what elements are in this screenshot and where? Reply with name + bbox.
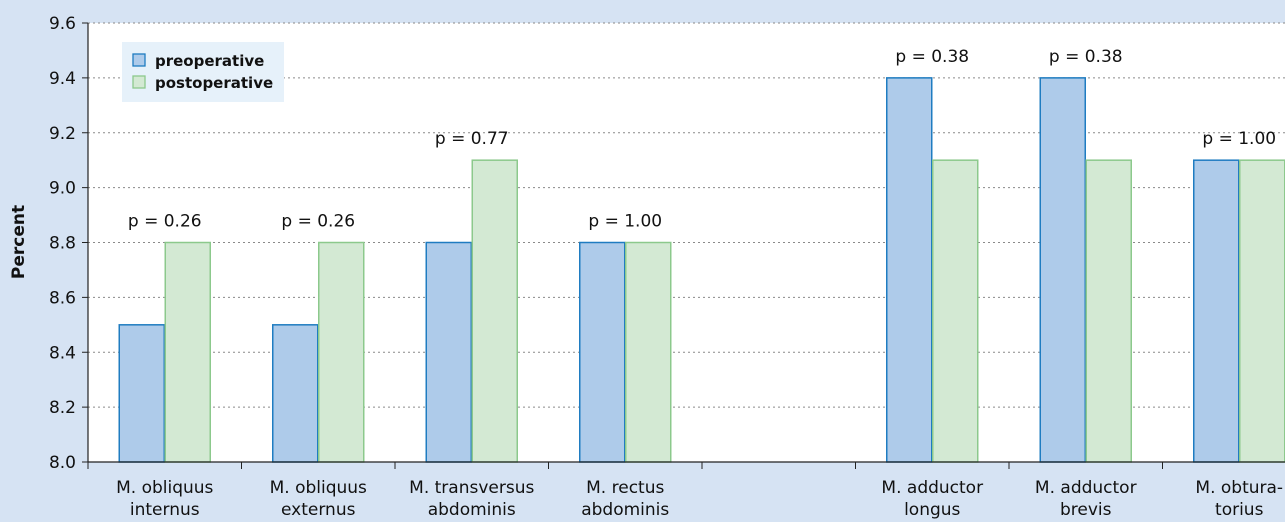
bar-postoperative: [164, 241, 211, 463]
legend: preoperative postoperative: [122, 42, 284, 102]
y-tick-label: 8.2: [49, 398, 76, 418]
x-tick-label: M. obtura-: [1195, 478, 1283, 498]
y-tick-label: 9.4: [49, 69, 76, 89]
y-tick-label: 8.0: [49, 453, 76, 473]
p-value-annotation: p = 0.38: [1049, 47, 1123, 67]
y-tick-label: 9.2: [49, 124, 76, 144]
axes-group: 8.08.28.48.68.89.09.29.49.6M. obliquusin…: [49, 14, 1285, 520]
bar-postoperative: [1085, 159, 1132, 463]
bar-preoperative: [1039, 77, 1086, 463]
bar-preoperative: [886, 77, 933, 463]
x-tick-label: M. adductor: [881, 478, 983, 498]
p-value-annotation: p = 0.38: [895, 47, 969, 67]
x-tick-label: torius: [1215, 500, 1264, 520]
legend-label: preoperative: [155, 52, 264, 70]
x-tick-label: M. obliquus: [116, 478, 213, 498]
y-tick-label: 9.0: [49, 179, 76, 199]
p-value-annotation: p = 0.26: [281, 212, 355, 232]
bar-postoperative: [1239, 159, 1285, 463]
bar-postoperative: [625, 241, 672, 463]
legend-box: [122, 42, 284, 102]
p-value-annotation: p = 1.00: [588, 212, 662, 232]
x-tick-label: internus: [130, 500, 200, 520]
annotations-group: p = 0.26 p = 0.26 p = 0.77 p = 1.00 p = 0.38…: [128, 47, 1276, 232]
legend-label: postoperative: [155, 74, 273, 92]
y-axis-label: Percent: [9, 205, 29, 279]
p-value-annotation: p = 1.00: [1202, 129, 1276, 149]
legend-swatch-preoperative: [132, 53, 146, 67]
y-tick-label: 8.6: [49, 288, 76, 308]
x-tick-label: longus: [904, 500, 960, 520]
bar-postoperative: [471, 159, 518, 463]
y-tick-label: 8.4: [49, 343, 76, 363]
y-tick-label: 8.8: [49, 234, 76, 254]
x-tick-label: M. transversus: [409, 478, 534, 498]
bar-postoperative: [932, 159, 979, 463]
bar-postoperative: [318, 241, 365, 463]
bar-preoperative: [425, 241, 472, 463]
x-tick-label: M. adductor: [1035, 478, 1137, 498]
bar-preoperative: [1193, 159, 1240, 463]
bar-preoperative: [579, 241, 626, 463]
x-tick-label: M. obliquus: [270, 478, 367, 498]
legend-swatch-postoperative: [132, 75, 146, 89]
x-tick-label: abdominis: [581, 500, 669, 520]
y-tick-label: 9.6: [49, 14, 76, 34]
x-tick-label: externus: [281, 500, 356, 520]
x-tick-label: M. rectus: [586, 478, 664, 498]
bars-group: [118, 77, 1285, 463]
p-value-annotation: p = 0.77: [435, 129, 509, 149]
x-tick-label: abdominis: [428, 500, 516, 520]
bar-preoperative: [118, 324, 165, 463]
x-tick-label: brevis: [1060, 500, 1112, 520]
p-value-annotation: p = 0.26: [128, 212, 202, 232]
bar-preoperative: [272, 324, 319, 463]
